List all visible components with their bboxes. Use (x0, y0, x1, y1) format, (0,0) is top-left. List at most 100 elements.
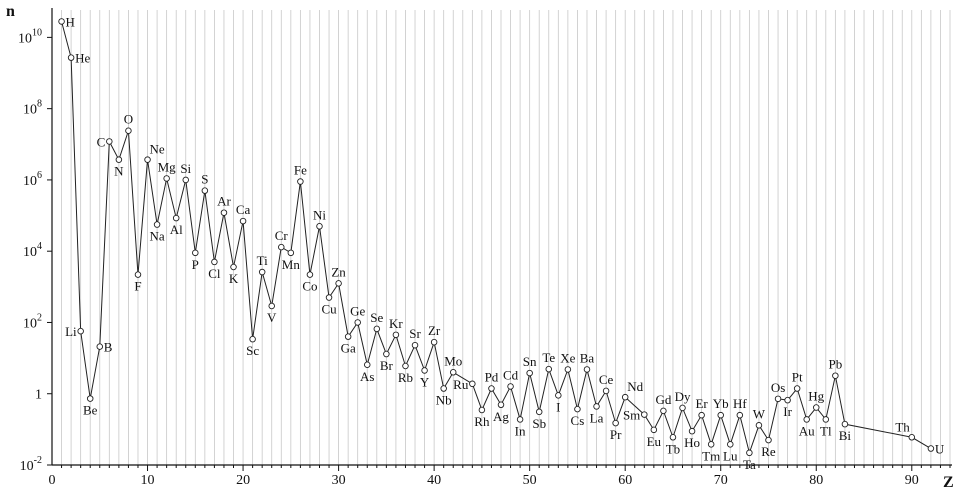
data-label-li: Li (65, 324, 77, 339)
data-label-ho: Ho (684, 435, 700, 450)
data-label-au: Au (799, 423, 815, 438)
data-point-bi (841, 420, 849, 428)
data-point-au (803, 416, 810, 423)
data-point-sm (641, 411, 648, 418)
x-tick-label: 20 (236, 473, 250, 488)
data-label-rh: Rh (474, 414, 490, 429)
data-point-ge (354, 319, 361, 326)
data-point-o (125, 127, 132, 134)
data-label-re: Re (761, 444, 776, 459)
data-label-f: F (134, 279, 141, 294)
data-label-kr: Kr (389, 316, 403, 331)
grid-lines (61, 10, 951, 465)
data-point-i (555, 392, 562, 399)
data-label-cs: Cs (571, 413, 585, 428)
data-label-w: W (753, 406, 766, 421)
data-label-cr: Cr (275, 228, 289, 243)
data-label-o: O (124, 112, 133, 127)
x-tick-label: 10 (141, 473, 155, 488)
data-label-sn: Sn (523, 354, 537, 369)
x-tick-label: 90 (905, 473, 919, 488)
x-ticks: 0 10 20 30 40 50 60 70 80 90 (49, 465, 951, 488)
data-label-sr: Sr (409, 326, 421, 341)
x-tick-label: 30 (332, 473, 346, 488)
data-label-tm: Tm (702, 448, 720, 463)
data-label-ce: Ce (599, 372, 614, 387)
y-ticks: 10-2 1 102 104 106 108 1010 (18, 27, 52, 474)
data-label-hg: Hg (808, 389, 824, 404)
x-tick-label: 60 (618, 473, 632, 488)
series-line (61, 21, 932, 455)
data-point-sr (411, 341, 419, 349)
y-tick-label: 10-2 (20, 455, 42, 474)
data-label-zn: Zn (331, 264, 346, 279)
data-point-co (306, 271, 314, 278)
data-point-ho (688, 427, 696, 435)
data-label-hf: Hf (733, 396, 747, 411)
data-label-sm: Sm (623, 408, 640, 423)
data-point-ca (239, 217, 247, 225)
data-point-ga (344, 333, 352, 340)
data-point-h (58, 18, 65, 25)
data-point-v (268, 302, 275, 310)
data-point-ne (144, 156, 151, 163)
data-label-pt: Pt (792, 370, 803, 385)
data-label-zr: Zr (428, 323, 441, 338)
x-tick-label: 50 (523, 473, 537, 488)
data-point-ti (258, 268, 266, 276)
data-label-be: Be (83, 403, 98, 418)
x-tick-label: 0 (49, 473, 56, 488)
data-point-he (67, 54, 75, 61)
data-label-al: Al (170, 222, 183, 237)
data-label-h: H (66, 14, 75, 29)
data-label-i: I (556, 399, 560, 414)
data-point-as (364, 361, 371, 369)
data-point-ru (469, 380, 476, 388)
data-label-ru: Ru (453, 377, 469, 392)
data-point-zn (335, 280, 342, 287)
data-point-mg (163, 175, 170, 182)
data-point-be (86, 395, 94, 402)
data-label-ba: Ba (580, 350, 595, 365)
x-tick-label: 70 (714, 473, 728, 488)
x-tick-label: 40 (427, 473, 441, 488)
data-label-xe: Xe (560, 350, 575, 365)
data-label-mo: Mo (444, 353, 462, 368)
data-label-mn: Mn (282, 257, 301, 272)
data-label-yb: Yb (713, 396, 729, 411)
x-axis-label: Z (943, 474, 954, 488)
data-label-ge: Ge (350, 303, 365, 318)
data-point-er (698, 411, 705, 419)
data-point-lu (727, 441, 734, 448)
data-point-c (106, 138, 113, 145)
data-point-rh (478, 406, 486, 414)
data-point-ir (784, 396, 791, 404)
data-label-fe: Fe (294, 163, 307, 178)
data-point-pb (832, 372, 839, 379)
data-point-dy (679, 404, 686, 412)
data-label-s: S (201, 172, 208, 187)
data-label-mg: Mg (158, 159, 177, 174)
data-label-ni: Ni (313, 207, 326, 222)
data-point-cu (325, 294, 333, 301)
data-point-br (383, 350, 390, 358)
data-point-nd (621, 393, 629, 401)
data-point-pt (793, 385, 801, 392)
data-label-pr: Pr (610, 427, 622, 442)
data-label-ar: Ar (217, 194, 231, 209)
data-label-ag: Ag (493, 409, 509, 424)
data-points (58, 18, 935, 457)
data-point-sn (526, 369, 533, 377)
data-label-n: N (114, 164, 124, 179)
data-point-la (593, 403, 600, 410)
data-label-se: Se (370, 310, 383, 325)
data-point-ce (602, 387, 610, 395)
data-label-gd: Gd (655, 392, 671, 407)
data-label-b: B (104, 340, 113, 355)
data-point-se (373, 325, 381, 333)
data-label-th: Th (895, 419, 910, 434)
data-label-tl: Tl (820, 423, 832, 438)
data-label-tb: Tb (666, 441, 680, 456)
data-point-si (182, 176, 189, 184)
data-label-ne: Ne (150, 142, 165, 157)
